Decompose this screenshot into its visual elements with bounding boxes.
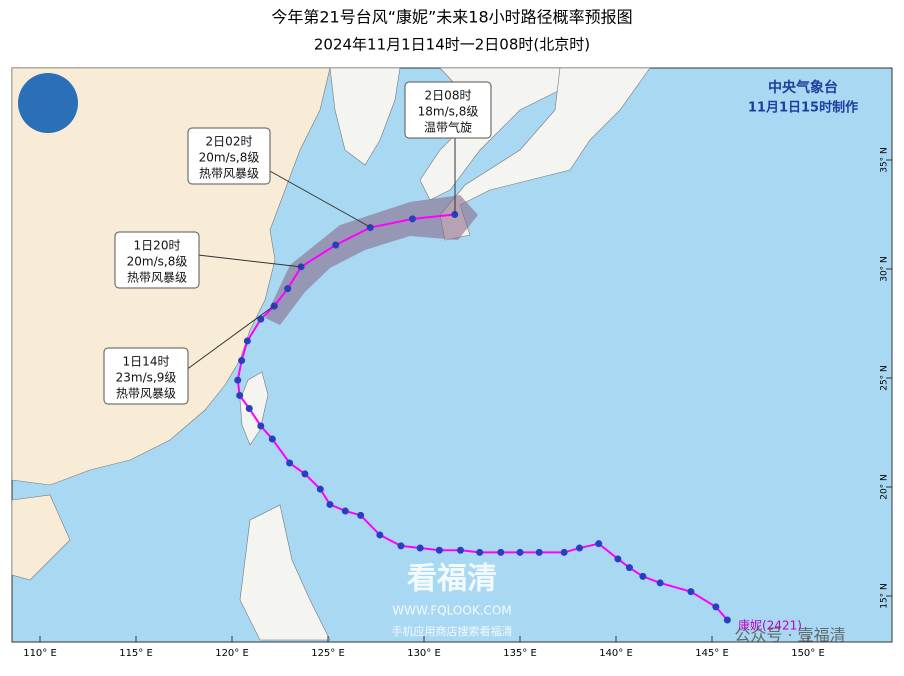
- forecast-point: [408, 215, 416, 223]
- track-point: [316, 485, 324, 493]
- callout-text: 2日02时: [206, 135, 253, 149]
- track-point: [576, 544, 584, 552]
- track-line: [236, 305, 729, 621]
- agency: 中央气象台: [768, 79, 838, 96]
- forecast-point: [332, 241, 340, 249]
- lat-label: 15° N: [880, 583, 890, 609]
- made-time: 11月1日15时制作: [748, 100, 858, 116]
- forecast-point: [284, 285, 292, 293]
- track-point: [516, 548, 524, 556]
- callout-text: 热带风暴级: [127, 271, 187, 285]
- track-point: [257, 315, 265, 323]
- track-point: [257, 422, 265, 430]
- watermark: 公众号 · 壹福清: [734, 626, 845, 645]
- lon-label: 145° E: [695, 648, 729, 659]
- lon-label: 115° E: [119, 648, 153, 659]
- track-point: [595, 540, 603, 548]
- callout-text: 20m/s,8级: [199, 151, 260, 165]
- track-point: [639, 572, 647, 580]
- lon-label: 130° E: [407, 648, 441, 659]
- track-point: [656, 579, 664, 587]
- watermark: 看福清: [407, 562, 497, 597]
- track-point: [497, 548, 505, 556]
- lon-label: 110° E: [23, 648, 57, 659]
- track-point: [435, 546, 443, 554]
- lon-label: 125° E: [311, 648, 345, 659]
- callout-text: 温带气旋: [424, 120, 472, 135]
- callout-text: 23m/s,9级: [116, 371, 177, 385]
- callout-text: 20m/s,8级: [127, 255, 188, 269]
- logo: [18, 73, 78, 133]
- lat-label: 30° N: [880, 256, 890, 282]
- track-point: [712, 603, 720, 611]
- track-point: [416, 544, 424, 552]
- track-point: [234, 376, 242, 384]
- callout-text: 2日08时: [425, 89, 472, 103]
- typhoon-label: 康妮(2421): [738, 618, 802, 633]
- track-point: [376, 531, 384, 539]
- probability-cone: [265, 195, 478, 325]
- lon-label: 120° E: [215, 648, 249, 659]
- lon-label: 140° E: [599, 648, 633, 659]
- watermark: WWW.FQLOOK.COM: [392, 604, 511, 618]
- track-point: [236, 391, 244, 399]
- forecast-point: [451, 211, 459, 218]
- track-point: [301, 470, 309, 478]
- track-point: [723, 616, 731, 624]
- track-point: [268, 435, 276, 443]
- lat-label: 20° N: [880, 474, 890, 500]
- track-point: [687, 588, 695, 596]
- track-point: [238, 357, 246, 365]
- track-point: [341, 507, 349, 515]
- track-point: [625, 564, 633, 572]
- callout-text: 热带风暴级: [199, 167, 259, 181]
- callout-text: 1日14时: [123, 355, 170, 369]
- lat-label: 25° N: [880, 365, 890, 391]
- title: 今年第21号台风“康妮”未来18小时路径概率预报图: [271, 8, 632, 27]
- track-point: [243, 337, 251, 345]
- track-point: [560, 548, 568, 556]
- track-point: [476, 548, 484, 556]
- callout-text: 1日20时: [134, 239, 181, 253]
- track-point: [456, 546, 464, 554]
- forecast-point: [366, 224, 374, 232]
- callout-text: 热带风暴级: [116, 387, 176, 401]
- lon-label: 150° E: [791, 648, 825, 659]
- track-point: [286, 459, 294, 467]
- callout-text: 18m/s,8级: [418, 105, 479, 119]
- watermark: 手机应用商店搜索看福清: [392, 624, 513, 638]
- lat-label: 35° N: [880, 147, 890, 173]
- track-point: [614, 555, 622, 563]
- track-point: [357, 511, 365, 519]
- subtitle: 2024年11月1日14时一2日08时(北京时): [314, 36, 590, 54]
- track-point: [397, 542, 405, 550]
- lon-label: 135° E: [503, 648, 537, 659]
- track-point: [535, 548, 543, 556]
- track-point: [326, 500, 334, 508]
- track-point: [245, 405, 253, 413]
